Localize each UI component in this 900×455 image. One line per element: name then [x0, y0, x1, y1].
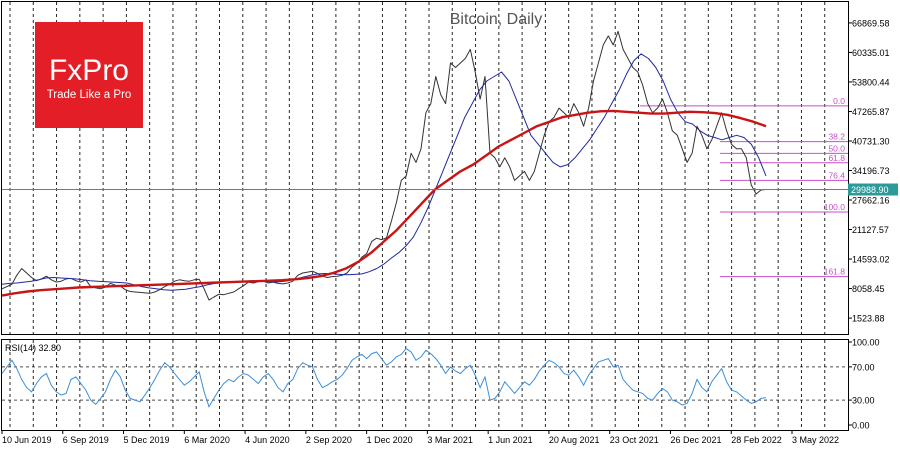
rsi-tick-label: 30.00 [852, 396, 875, 406]
y-tick-label: 40731.30 [852, 136, 890, 146]
chart-title: Bitcoin, Daily [450, 11, 542, 28]
x-tick-label: 6 Sep 2019 [63, 435, 109, 445]
x-tick-label: 26 Dec 2021 [670, 435, 721, 445]
rsi-line [1, 347, 767, 408]
x-tick-label: 5 Dec 2019 [124, 435, 170, 445]
x-tick-label: 1 Dec 2020 [367, 435, 413, 445]
y-tick-label: 27662.16 [852, 196, 890, 206]
x-tick-label: 4 Jun 2020 [245, 435, 290, 445]
current-price-layer: 29988.90 [2, 183, 898, 196]
rsi-layer: 100.00 70.00 30.00 0.00 [1, 338, 880, 431]
y-tick-label: 34196.73 [852, 166, 890, 176]
price-axis: 66869.58 60335.01 53800.44 47265.87 40731.30… [848, 18, 890, 324]
x-tick-label: 10 Jun 2019 [2, 435, 52, 445]
current-price-label: 29988.90 [851, 185, 889, 195]
y-tick-label: 66869.58 [852, 18, 890, 28]
rsi-tick-label: 0.00 [852, 421, 870, 431]
fib-level-label: 50.0 [828, 143, 845, 153]
x-tick-label: 3 Mar 2021 [427, 435, 473, 445]
x-tick-label: 20 Aug 2021 [549, 435, 600, 445]
x-tick-label: 28 Feb 2022 [731, 435, 782, 445]
logo-tagline: Trade Like a Pro [47, 89, 132, 101]
x-tick-label: 2 Sep 2020 [306, 435, 352, 445]
rsi-pane-frame [1, 339, 849, 431]
logo-background [35, 22, 143, 128]
fib-level-label: 38.2 [828, 132, 845, 142]
fib-level-label: 76.4 [828, 170, 845, 180]
x-tick-label: 6 Mar 2020 [184, 435, 230, 445]
ma-slow-line [1, 109, 767, 297]
fib-level-label: 0.0 [833, 96, 845, 106]
y-tick-label: 60335.01 [852, 48, 890, 58]
time-axis: 10 Jun 2019 6 Sep 2019 5 Dec 2019 6 Mar 202… [1, 430, 839, 445]
rsi-tick-label: 70.00 [852, 362, 875, 372]
logo-brand: FxPro [49, 54, 129, 87]
fib-level-label: 161.8 [824, 267, 846, 277]
y-tick-label: 47265.87 [852, 107, 890, 117]
ma-fast-line [1, 53, 767, 291]
main-pane-frame [1, 1, 849, 335]
fib-level-label: 100.0 [824, 202, 846, 212]
rsi-grid [9, 340, 826, 430]
y-tick-label: 53800.44 [852, 77, 890, 87]
main-grid [9, 2, 826, 334]
rsi-tick-label: 100.00 [852, 338, 880, 348]
rsi-label: RSI(14) 32.80 [5, 343, 61, 353]
y-tick-label: 14593.02 [852, 255, 890, 265]
x-tick-label: 1 Jun 2021 [488, 435, 533, 445]
y-tick-label: 1523.88 [852, 314, 885, 324]
y-tick-label: 8058.45 [852, 284, 885, 294]
y-tick-label: 21127.57 [852, 225, 889, 235]
x-tick-label: 3 May 2022 [792, 435, 839, 445]
current-price-badge [848, 183, 898, 196]
x-tick-label: 23 Oct 2021 [610, 435, 659, 445]
price-line [1, 30, 767, 301]
fxpro-logo: FxPro Trade Like a Pro [35, 22, 143, 128]
fib-level-label: 61.8 [828, 153, 845, 163]
series-layer [1, 30, 767, 301]
fibonacci-levels: 0.0 38.250.061.8 76.4 100.0 161.8 [640, 96, 848, 278]
